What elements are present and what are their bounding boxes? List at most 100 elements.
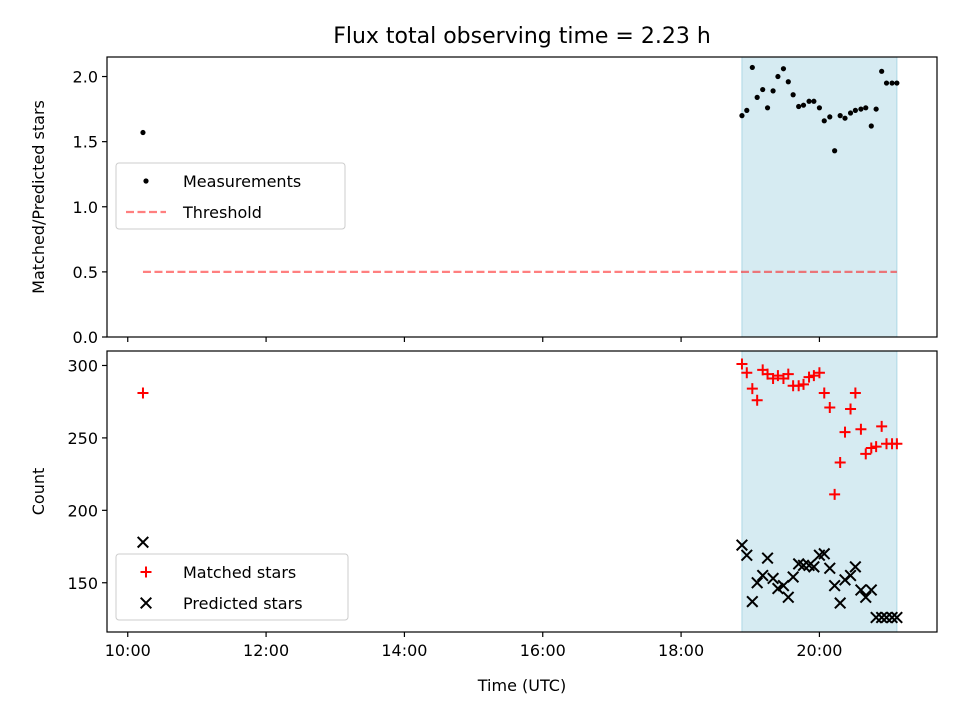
data-point (859, 591, 872, 604)
data-point (854, 583, 867, 597)
x-tick-label: 20:00 (796, 641, 842, 660)
observing-window-span (741, 56, 898, 338)
data-point (832, 148, 838, 154)
ratio-panel: 0.0 0.5 1.0 1.5 2.0 Matched/Predicted stars Me… (29, 56, 938, 347)
data-point (865, 583, 878, 597)
data-point (777, 579, 790, 592)
data-point (823, 562, 836, 575)
data-point (800, 102, 807, 108)
data-point (829, 488, 841, 500)
data-point (863, 105, 869, 111)
axes-frame (106, 56, 938, 338)
data-point (796, 103, 802, 110)
data-point (865, 442, 877, 454)
data-point (837, 113, 843, 119)
data-point (762, 368, 774, 380)
data-point (849, 560, 862, 573)
data-point (880, 611, 893, 624)
data-point (136, 536, 149, 549)
data-point (797, 559, 810, 572)
x-tick-label: 14:00 (381, 641, 427, 660)
data-point (780, 66, 787, 72)
x-tick-label: 12:00 (243, 641, 289, 660)
y-axis-label: Count (29, 468, 48, 516)
data-point (751, 394, 763, 406)
legend-label: Matched stars (183, 563, 296, 582)
data-point (803, 371, 815, 383)
data-point (756, 569, 769, 582)
data-point (807, 560, 820, 573)
data-point (855, 423, 867, 435)
data-point (890, 611, 903, 624)
data-point (772, 370, 784, 382)
data-point (749, 64, 755, 71)
data-point (746, 595, 759, 608)
data-point (767, 572, 780, 585)
data-point (844, 569, 857, 582)
data-point (847, 110, 854, 116)
data-point (827, 114, 833, 120)
data-point (806, 98, 812, 104)
data-point (764, 105, 771, 111)
data-point (790, 92, 796, 98)
data-point (735, 539, 748, 552)
data-point (891, 438, 903, 450)
data-point (793, 380, 805, 392)
data-point (828, 579, 841, 592)
data-point (787, 570, 800, 583)
y-tick-label: 250 (67, 429, 98, 448)
predicted-stars-series (136, 536, 903, 624)
data-point (886, 611, 899, 624)
y-tick-label: 1.0 (73, 198, 98, 217)
data-point (849, 387, 861, 399)
data-point (834, 457, 846, 469)
data-point (739, 113, 745, 119)
x-tick-label: 18:00 (658, 641, 704, 660)
data-point (883, 80, 890, 86)
legend-box (115, 553, 349, 621)
data-point (760, 86, 766, 93)
data-point (879, 68, 885, 74)
data-point (746, 383, 758, 395)
legend: Matched stars Predicted stars (115, 553, 349, 621)
data-point (736, 358, 748, 370)
legend-swatch (139, 596, 153, 610)
data-point (770, 88, 776, 94)
data-point (785, 79, 791, 85)
x-tick-label: 10:00 (105, 641, 151, 660)
data-point (824, 401, 836, 413)
data-point (875, 611, 888, 624)
data-point (889, 80, 895, 86)
legend-swatch (140, 566, 152, 578)
axes-frame (106, 350, 938, 633)
legend-label: Predicted stars (183, 594, 303, 613)
data-point (751, 576, 764, 589)
data-point (860, 448, 872, 460)
y-tick-label: 2.0 (73, 68, 98, 87)
legend-box (115, 162, 346, 230)
y-tick-label: 150 (67, 574, 98, 593)
legend-swatch (143, 178, 149, 184)
data-point (816, 105, 823, 111)
data-point (894, 80, 900, 86)
y-tick-label: 200 (67, 501, 98, 520)
data-point (137, 387, 149, 399)
measurement-series (140, 64, 900, 154)
y-tick-label: 1.5 (73, 133, 98, 152)
data-point (876, 420, 888, 432)
data-point (870, 611, 883, 624)
data-point (813, 367, 825, 379)
data-point (858, 106, 864, 112)
data-point (740, 549, 753, 562)
y-tick-label: 0.0 (73, 328, 98, 347)
legend-label: Threshold (182, 203, 262, 222)
data-point (140, 129, 146, 136)
data-point (782, 368, 794, 380)
x-tick-label: 16:00 (520, 641, 566, 660)
observing-window-span (741, 350, 898, 633)
data-point (834, 597, 847, 610)
count-panel: 150 200 250 300 10:00 12:00 14:00 16:00 18:00 20:… (29, 350, 938, 695)
data-point (744, 107, 750, 113)
y-tick-label: 300 (67, 356, 98, 375)
y-axis-label: Matched/Predicted stars (29, 100, 48, 294)
